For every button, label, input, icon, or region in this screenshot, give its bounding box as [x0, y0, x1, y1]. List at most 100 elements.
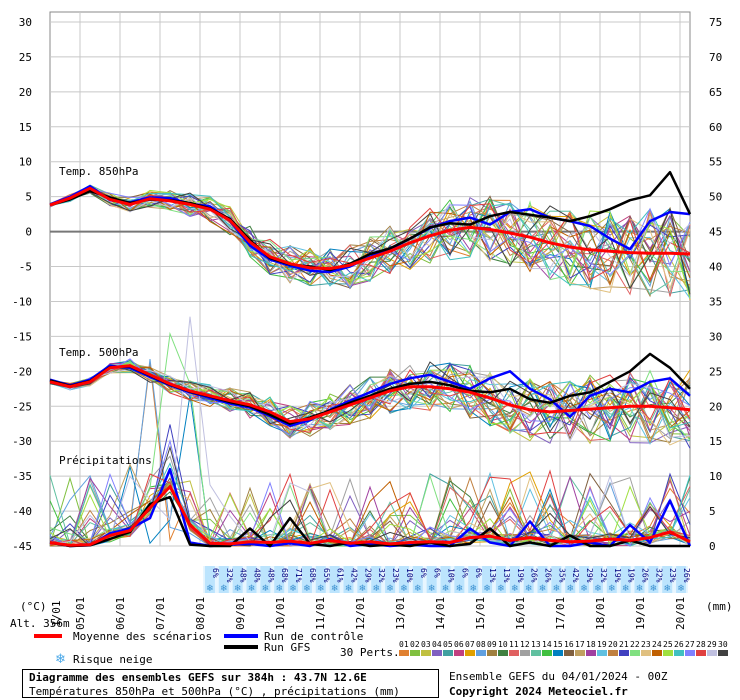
snow-percent-label: 29% [585, 568, 594, 583]
left-tick-label: 25 [19, 51, 32, 64]
snow-percent-label: 32% [377, 568, 386, 583]
left-tick-label: 5 [25, 191, 32, 204]
snow-cell [218, 566, 229, 593]
pert-number: 19 [597, 640, 607, 649]
snowflake-icon: ❄ [511, 584, 519, 594]
pert-number: 13 [531, 640, 541, 649]
right-tick-label: 15 [709, 435, 722, 448]
left-tick-label: -35 [12, 470, 32, 483]
pert-number: 27 [685, 640, 695, 649]
snowflake-icon: ❄ [220, 584, 228, 594]
moyenne-des-sc-narios-pr-cip-mm--line [49, 485, 691, 547]
snow-percent-label: 13% [502, 568, 511, 583]
snow-cell [620, 566, 631, 593]
snow-cell [288, 566, 299, 593]
snow-cell [634, 566, 645, 593]
snow-percent-label: 71% [294, 568, 303, 583]
snowflake-icon: ❄ [55, 652, 66, 667]
right-tick-label: 10 [709, 470, 722, 483]
pert-swatch [487, 650, 497, 656]
right-tick-label: 25 [709, 365, 722, 378]
snow-cell [509, 566, 520, 593]
right-tick-label: 20 [709, 400, 722, 413]
copyright-label: Copyright 2024 Meteociel.fr [449, 685, 628, 698]
snow-cell [606, 566, 617, 593]
snow-cell [232, 566, 243, 593]
x-tick-label: 19/01 [634, 597, 647, 630]
snow-cell [246, 566, 257, 593]
snowflake-icon: ❄ [580, 584, 588, 594]
chart-title: Diagramme des ensembles GEFS sur 384h : … [29, 671, 367, 684]
x-tick-label: 15/01 [474, 597, 487, 630]
legend-mean-label: Moyenne des scénarios [73, 630, 212, 643]
x-tick-label: 05/01 [74, 597, 87, 630]
snow-cell [468, 566, 479, 593]
pert-swatch [410, 650, 420, 656]
left-tick-label: 30 [19, 16, 32, 29]
snow-cell [454, 566, 465, 593]
pert-swatch [454, 650, 464, 656]
pert-color-legend: 01 02 03 04 05 06 07 08 09 10 11 12 13 14 15 16 17 18 19 20… [399, 640, 728, 656]
pert-number: 05 [443, 640, 453, 649]
moyenne-des-sc-narios-t850-line [49, 186, 691, 271]
right-tick-label: 45 [709, 226, 722, 239]
pert-number: 10 [498, 640, 508, 649]
pert-swatch [674, 650, 684, 656]
snowflake-icon: ❄ [525, 584, 533, 594]
snowflake-icon: ❄ [331, 584, 339, 594]
pert-swatch [575, 650, 585, 656]
right-tick-label: 0 [709, 540, 716, 553]
ensemble-run-label: Ensemble GEFS du 04/01/2024 - 00Z [449, 670, 668, 683]
pert-number: 06 [454, 640, 464, 649]
snow-percent-label: 42% [350, 568, 359, 583]
pert-t850-line [49, 189, 691, 287]
snow-percent-label: 32% [654, 568, 663, 583]
pert-swatch [718, 650, 728, 656]
snow-cell [537, 566, 548, 593]
pert-swatch [520, 650, 530, 656]
x-tick-first: 1/01 [50, 601, 63, 628]
pert-number: 14 [542, 640, 552, 649]
pert-number: 01 [399, 640, 409, 649]
snowflake-icon: ❄ [650, 584, 658, 594]
snowflake-icon: ❄ [497, 584, 505, 594]
snow-percent-label: 6% [460, 568, 469, 578]
snow-percent-label: 6% [211, 568, 220, 578]
snowflake-icon: ❄ [566, 584, 574, 594]
snow-percent-label: 19% [627, 568, 636, 583]
snow-percent-label: 6% [433, 568, 442, 578]
snow-cell [495, 566, 506, 593]
pert-number: 07 [465, 640, 475, 649]
moyenne-des-sc-narios-t500-line [49, 364, 691, 424]
snow-percent-label: 10% [447, 568, 456, 583]
snow-percent-label: 23% [668, 568, 677, 583]
pert-swatch [597, 650, 607, 656]
left-tick-label: -15 [12, 330, 32, 343]
snowflake-icon: ❄ [677, 584, 685, 594]
snow-cell [204, 566, 215, 593]
x-axis-ticks: 05/01 06/01 07/01 08/01 09/01 10/01 11/01 12/01… [74, 597, 687, 630]
x-tick-label: 06/01 [114, 597, 127, 630]
snow-cell [315, 566, 326, 593]
right-tick-label: 35 [709, 295, 722, 308]
snow-percent-label: 35% [557, 568, 566, 583]
snowflake-icon: ❄ [248, 584, 256, 594]
legend-snow-label: Risque neige [73, 653, 152, 666]
snow-cell [412, 566, 423, 593]
pert-t850-line [49, 189, 691, 283]
snow-cell [426, 566, 437, 593]
snow-cell [357, 566, 368, 593]
pert-swatch [564, 650, 574, 656]
snow-cell [260, 566, 271, 593]
snowflake-icon: ❄ [275, 584, 283, 594]
pert-number: 29 [707, 640, 717, 649]
snow-percent-label: 61% [336, 568, 345, 583]
snowflake-icon: ❄ [483, 584, 491, 594]
snowflake-icon: ❄ [289, 584, 297, 594]
pert-swatch [509, 650, 519, 656]
left-axis-unit: (°C) [20, 600, 47, 613]
pert-t500-line [49, 363, 691, 435]
legend-perts-label: 30 Perts. [340, 646, 400, 659]
left-tick-label: 20 [19, 86, 32, 99]
